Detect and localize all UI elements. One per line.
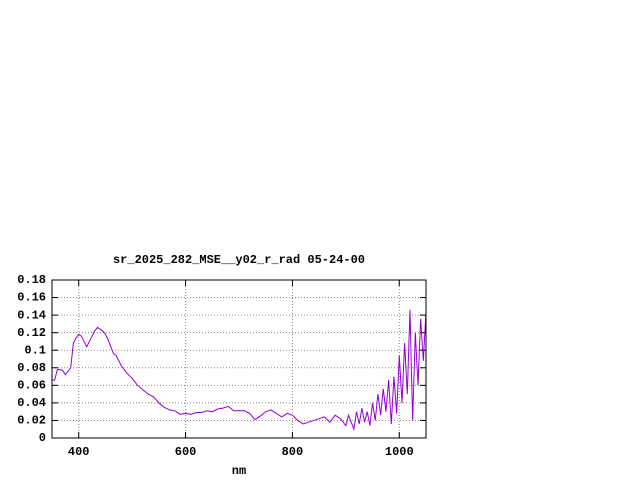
y-tick-label: 0.16	[17, 291, 46, 305]
grid	[52, 279, 426, 439]
x-tick-label: 600	[175, 445, 197, 459]
y-tick-label: 0.06	[17, 379, 46, 393]
y-tick-label: 0.1	[24, 343, 46, 357]
chart-title: sr_2025_282_MSE__y02_r_rad 05-24-00	[113, 253, 365, 267]
y-tick-label: 0.14	[17, 308, 46, 322]
plot	[52, 309, 427, 432]
y-tick-label: 0.18	[17, 273, 46, 287]
x-tick-label: 800	[282, 445, 304, 459]
x-axis-label: nm	[232, 464, 246, 478]
y-tick-label: 0	[39, 431, 46, 445]
data-line	[52, 309, 427, 432]
x-tick-label: 400	[68, 445, 90, 459]
plot-frame	[51, 279, 427, 439]
x-tick-label: 1000	[385, 445, 414, 459]
y-tick-label: 0.08	[17, 361, 46, 375]
y-tick-label: 0.12	[17, 326, 46, 340]
y-tick-label: 0.02	[17, 414, 46, 428]
y-tick-label: 0.04	[17, 396, 46, 410]
